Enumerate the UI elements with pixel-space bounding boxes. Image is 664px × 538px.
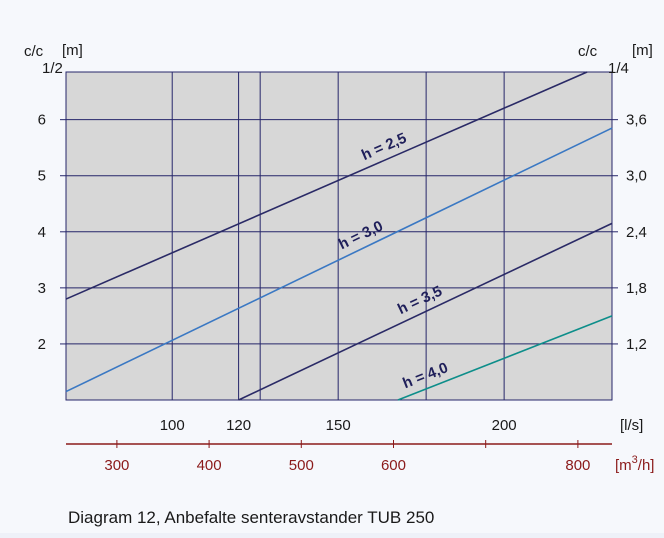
ls-tick-label: 200 [492,417,517,434]
left-axis-label-unit: [m] [62,42,83,59]
right-tick-label: 3,6 [626,112,647,129]
left-axis-label-main: c/c [24,43,44,60]
ls-tick-label: 150 [326,417,351,434]
right-axis-label-main: c/c [578,43,598,60]
m3h-tick-label: 400 [197,457,222,474]
left-axis-ticks: 2 3 4 5 6 [38,112,66,353]
left-tick-label: 6 [38,112,46,129]
right-axis-label-sub: 1/4 [608,60,629,77]
right-axis-label-unit: [m] [632,42,653,59]
left-tick-label: 3 [38,280,46,297]
ls-axis-unit: [l/s] [620,417,643,434]
m3h-tick-label: 500 [289,457,314,474]
series-line-h40 [397,315,613,401]
right-tick-label: 2,4 [626,224,647,241]
series-line-h30 [65,127,613,393]
ls-axis-ticks: 100 120 150 200 [160,417,517,434]
right-tick-label: 1,8 [626,280,647,297]
right-tick-label: 1,2 [626,336,647,353]
m3h-axis-unit: [m3/h] [615,454,654,474]
ls-tick-label: 100 [160,417,185,434]
grid-lines [65,71,613,401]
left-tick-label: 5 [38,168,46,185]
left-tick-label: 4 [38,224,46,241]
series-line-h35 [238,222,613,401]
plot-area [66,72,612,400]
left-tick-label: 2 [38,336,46,353]
m3h-unit-base: [m [615,457,632,474]
right-axis-ticks: 1,2 1,8 2,4 3,0 3,6 [612,112,647,353]
left-axis-label-sub: 1/2 [42,60,63,77]
m3h-tick-label: 300 [104,457,129,474]
m3h-unit-sup: 3 [632,454,638,466]
m3h-tick-label: 600 [381,457,406,474]
chart-caption: Diagram 12, Anbefalte senteravstander TU… [68,508,435,527]
m3h-axis: 300 400 500 600 800 [66,440,612,474]
series-lines [65,71,613,401]
plot-frame [65,71,613,401]
m3h-tick-label: 800 [565,457,590,474]
ls-tick-label: 120 [226,417,251,434]
right-tick-label: 3,0 [626,168,647,185]
m3h-unit-tail: /h] [638,457,655,474]
series-line-h25 [65,71,588,300]
